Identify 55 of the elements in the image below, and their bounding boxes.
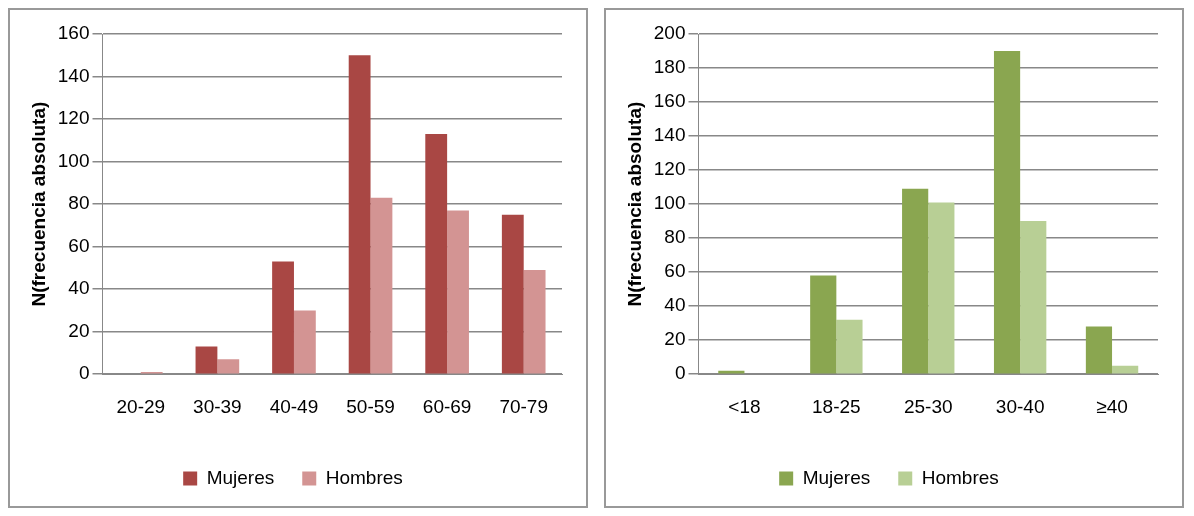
bar xyxy=(447,210,469,374)
bar xyxy=(293,310,316,374)
legend-label: Mujeres xyxy=(802,466,871,488)
bar xyxy=(501,214,524,374)
y-tick-label: 20 xyxy=(68,319,90,341)
y-tick-label: 200 xyxy=(653,22,686,44)
bar xyxy=(836,319,863,374)
y-tick-label: 80 xyxy=(68,192,90,214)
x-tick-label: 20-29 xyxy=(116,395,166,417)
x-tick-label: 18-25 xyxy=(812,395,861,417)
bar xyxy=(902,188,929,374)
y-tick-label: 60 xyxy=(68,234,90,256)
y-tick-label: 20 xyxy=(664,328,686,350)
legend-label: Hombres xyxy=(325,466,403,488)
x-tick-label: 50-59 xyxy=(346,395,395,417)
y-tick-label: 100 xyxy=(57,149,90,171)
y-tick-label: 140 xyxy=(57,64,90,86)
bar xyxy=(272,261,294,374)
x-tick-label: 30-40 xyxy=(995,395,1045,417)
y-axis-title: N(frecuencia absoluta) xyxy=(27,101,49,307)
x-tick-label: ≥40 xyxy=(1096,395,1128,417)
legend-label: Hombres xyxy=(921,466,999,488)
y-tick-label: 120 xyxy=(653,158,686,180)
y-tick-label: 40 xyxy=(664,294,686,316)
bar xyxy=(1085,326,1113,374)
x-tick-label: 25-30 xyxy=(903,395,953,417)
y-tick-label: 0 xyxy=(674,362,686,384)
y-tick-label: 140 xyxy=(653,124,686,146)
y-tick-label: 180 xyxy=(653,56,686,78)
y-tick-label: 80 xyxy=(664,226,686,248)
bar xyxy=(1112,365,1139,374)
bar xyxy=(928,202,955,374)
bar xyxy=(425,133,448,374)
bar xyxy=(348,55,371,374)
y-tick-label: 0 xyxy=(78,362,90,384)
bar xyxy=(523,270,546,374)
x-tick-label: 30-39 xyxy=(193,395,242,417)
bar xyxy=(810,275,837,374)
x-tick-label: 60-69 xyxy=(422,395,472,417)
y-tick-label: 60 xyxy=(664,260,686,282)
y-tick-label: 120 xyxy=(57,107,90,129)
bar xyxy=(217,359,240,374)
legend-label: Mujeres xyxy=(206,466,275,488)
x-tick-label: 40-49 xyxy=(269,395,319,417)
bar xyxy=(993,51,1021,374)
y-tick-label: 160 xyxy=(653,90,686,112)
bar xyxy=(195,346,218,374)
bar xyxy=(1020,221,1047,374)
y-tick-label: 160 xyxy=(57,22,90,44)
y-tick-label: 40 xyxy=(68,277,90,299)
bar xyxy=(370,197,393,374)
y-tick-label: 100 xyxy=(653,192,686,214)
x-tick-label: <18 xyxy=(728,395,761,417)
x-tick-label: 70-79 xyxy=(499,395,549,417)
y-axis-title: N(frecuencia absoluta) xyxy=(623,101,645,307)
